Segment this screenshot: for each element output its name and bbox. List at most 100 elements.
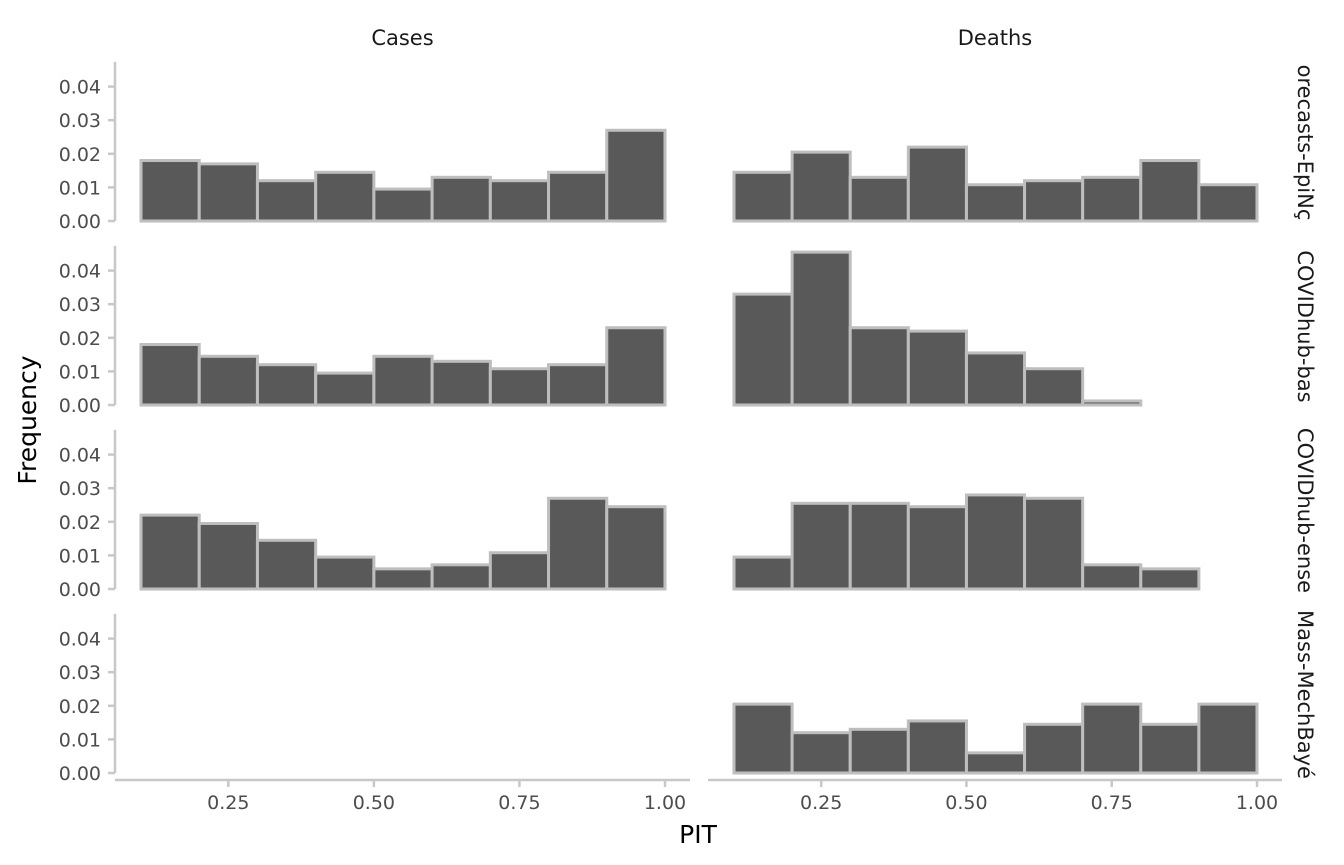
row-strip-label: orecasts-EpiNç (1293, 65, 1317, 221)
facet-panels (139, 128, 1259, 775)
histogram-bar (732, 292, 794, 407)
histogram-bar (1023, 367, 1085, 407)
histogram-bar (1023, 496, 1085, 591)
histogram-bar (547, 170, 609, 223)
y-tick-label: 0.03 (59, 662, 101, 684)
row-strip-labels: orecasts-EpiNç COVIDhub-bas COVIDhub-ense M… (1293, 65, 1317, 779)
x-tick-label: 1.00 (644, 792, 686, 814)
histogram-bar (197, 162, 259, 223)
histogram-bar (732, 555, 794, 591)
histogram-bar (1197, 183, 1259, 223)
histogram-bar (906, 719, 968, 775)
y-tick-label: 0.04 (59, 77, 101, 99)
histogram-bar (1081, 702, 1143, 775)
column-strip-labels: Cases Deaths (371, 26, 1032, 50)
y-tick-label: 0.00 (59, 395, 101, 417)
x-axis-title: PIT (679, 820, 717, 849)
histogram-bar (964, 183, 1027, 223)
histogram-bar (547, 496, 609, 591)
histogram-bar (488, 367, 551, 407)
x-tick-label: 0.50 (945, 792, 987, 814)
facet-panel (139, 496, 667, 591)
histogram-bar (430, 563, 492, 591)
histogram-bar (197, 354, 259, 407)
histogram-bar (1139, 567, 1201, 591)
histogram-bar (906, 329, 968, 407)
y-tick-label: 0.01 (59, 177, 101, 199)
y-tick-label: 0.02 (59, 512, 101, 534)
y-tick-label: 0.03 (59, 478, 101, 500)
y-axis-title: Frequency (13, 355, 42, 484)
histogram-bar (139, 159, 201, 223)
histogram-bar (906, 145, 968, 223)
row-strip-label: Mass-MechBayé (1293, 610, 1317, 779)
histogram-bar (906, 505, 968, 591)
column-strip-label: Deaths (958, 26, 1032, 50)
facet-panel (139, 128, 667, 223)
histogram-bar (1023, 179, 1085, 223)
histogram-bar (314, 555, 376, 591)
histogram-bar (255, 179, 318, 223)
x-tick-label: 0.25 (207, 792, 249, 814)
histogram-bar (314, 170, 376, 223)
x-tick-label: 0.75 (1091, 792, 1133, 814)
y-tick-label: 0.04 (59, 445, 101, 467)
histogram-bar (139, 513, 201, 591)
histogram-bar (197, 521, 259, 591)
histogram-bar (964, 351, 1027, 407)
y-tick-label: 0.01 (59, 361, 101, 383)
facet-panel (732, 702, 1259, 775)
histogram-bar (964, 751, 1027, 775)
histogram-bar (372, 354, 434, 407)
y-tick-label: 0.01 (59, 545, 101, 567)
y-tick-label: 0.00 (59, 579, 101, 601)
facet-panel (732, 250, 1143, 407)
facet-panel (732, 493, 1201, 591)
histogram-bar (790, 250, 852, 407)
histogram-bar (1023, 722, 1085, 775)
y-tick-label: 0.04 (59, 261, 101, 283)
x-tick-label: 0.25 (800, 792, 842, 814)
facet-panel (139, 326, 667, 407)
x-axes: 0.25 0.50 0.75 1.00 0.25 0.50 0.75 1.00 (115, 778, 1282, 814)
row-strip-label: COVIDhub-bas (1293, 250, 1317, 402)
row-strip-label: COVIDhub-ense (1293, 428, 1317, 593)
y-tick-label: 0.00 (59, 763, 101, 785)
histogram-bar (488, 179, 551, 223)
y-tick-label: 0.03 (59, 294, 101, 316)
histogram-bar (1081, 399, 1143, 407)
histogram-bar (848, 175, 910, 223)
histogram-bar (547, 363, 609, 407)
histogram-bar (790, 501, 852, 591)
histogram-bar (430, 359, 492, 407)
x-tick-label: 0.75 (498, 792, 540, 814)
y-tick-label: 0.04 (59, 629, 101, 651)
histogram-bar (430, 175, 492, 223)
histogram-bar (1139, 722, 1201, 775)
histogram-bar (255, 538, 318, 591)
y-tick-label: 0.03 (59, 110, 101, 132)
histogram-bar (732, 702, 794, 775)
histogram-bar (372, 567, 434, 591)
y-tick-label: 0.02 (59, 328, 101, 350)
histogram-bar (790, 150, 852, 223)
histogram-bar (1081, 563, 1143, 591)
histogram-bar (848, 501, 910, 591)
facet-panel (732, 145, 1259, 223)
histogram-bar (605, 128, 667, 223)
y-axes: 0.00 0.01 0.02 0.03 0.04 0.00 0.01 0.02 0.03 0.04… (59, 61, 117, 785)
histogram-bar (1197, 702, 1259, 775)
column-strip-label: Cases (371, 26, 433, 50)
histogram-bar (732, 170, 794, 223)
histogram-bar (139, 343, 201, 407)
y-tick-label: 0.01 (59, 729, 101, 751)
histogram-bar (605, 326, 667, 407)
x-tick-label: 0.50 (353, 792, 395, 814)
histogram-bar (605, 505, 667, 591)
histogram-bar (848, 326, 910, 407)
y-tick-label: 0.02 (59, 144, 101, 166)
histogram-bar (372, 187, 434, 223)
histogram-bar (1081, 175, 1143, 223)
histogram-bar (314, 371, 376, 407)
